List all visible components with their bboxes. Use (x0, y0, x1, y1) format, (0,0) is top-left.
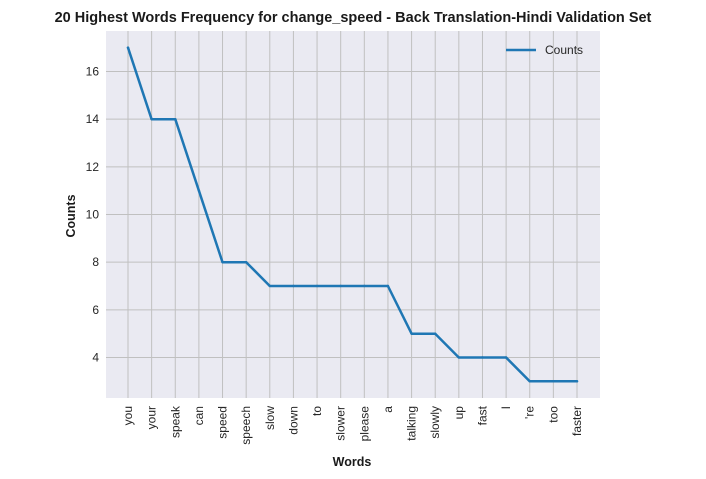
y-tick-label: 12 (86, 160, 100, 174)
x-tick-label: speak (168, 405, 182, 438)
x-tick-label: down (286, 406, 300, 435)
data-point (504, 356, 508, 359)
y-tick-labels: 4 6 8 10 12 14 16 (86, 65, 100, 365)
x-tick-label: 're (523, 406, 537, 419)
data-point (150, 117, 153, 121)
data-point (268, 284, 271, 288)
x-tick-label: speech (239, 406, 253, 445)
data-point (292, 284, 295, 288)
data-point (575, 380, 579, 383)
legend-label: Counts (545, 43, 583, 57)
data-point (481, 356, 484, 359)
y-tick-label: 10 (86, 208, 100, 222)
x-tick-labels: you your speak can speed speech slow down to slow… (121, 405, 584, 445)
data-point (457, 356, 461, 359)
x-tick-label: your (145, 406, 159, 429)
data-point (197, 189, 201, 192)
y-tick-label: 4 (92, 350, 99, 364)
x-tick-label: I (499, 406, 513, 409)
x-tick-label: to (310, 406, 324, 416)
x-tick-label: fast (475, 405, 489, 425)
data-point (126, 46, 130, 49)
x-tick-label: too (546, 406, 560, 423)
x-tick-label: faster (570, 406, 584, 436)
data-point (339, 284, 342, 288)
x-tick-label: slow (263, 406, 277, 430)
data-point (244, 260, 248, 264)
data-point (410, 332, 413, 335)
x-tick-label: you (121, 406, 135, 425)
data-point (174, 117, 177, 121)
y-tick-label: 8 (92, 255, 99, 269)
data-point (434, 332, 437, 335)
data-point (528, 380, 531, 383)
series-line (126, 46, 579, 383)
data-point (386, 284, 390, 288)
data-point (315, 284, 319, 288)
y-tick-label: 6 (92, 303, 99, 317)
x-tick-label: can (192, 406, 206, 425)
y-tick-label: 14 (86, 112, 100, 126)
x-tick-label: slower (334, 406, 348, 441)
data-point (363, 284, 366, 288)
chart-title: 20 Highest Words Frequency for change_sp… (55, 10, 652, 26)
data-point (221, 260, 224, 264)
x-tick-label: a (381, 406, 395, 413)
series-layer (126, 46, 579, 383)
x-tick-label: talking (405, 406, 419, 441)
legend: Counts (506, 43, 583, 57)
y-axis-label: Counts (64, 194, 78, 237)
grid-lines (106, 31, 600, 398)
y-tick-label: 16 (86, 65, 100, 79)
x-tick-label: up (452, 406, 466, 420)
x-tick-label: please (357, 406, 371, 442)
x-axis-label: Words (333, 455, 372, 469)
x-tick-label: speed (216, 406, 230, 439)
x-tick-label: slowly (428, 406, 442, 439)
data-point (552, 380, 555, 383)
